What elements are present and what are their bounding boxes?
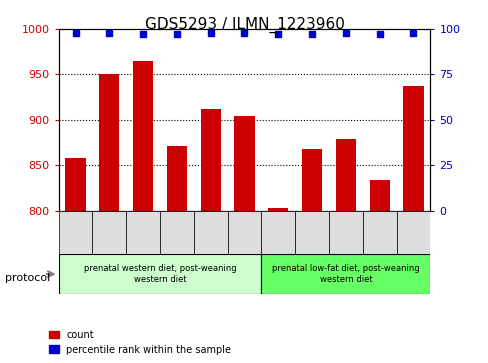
Point [274,32,282,37]
Bar [369,180,389,211]
FancyBboxPatch shape [362,211,396,254]
Point [307,32,315,37]
FancyBboxPatch shape [261,254,429,294]
FancyBboxPatch shape [227,211,261,254]
FancyBboxPatch shape [59,211,92,254]
Point [139,32,147,37]
Bar [99,74,119,211]
Point [341,30,349,36]
Bar [267,208,288,211]
FancyBboxPatch shape [328,211,362,254]
Text: prenatal low-fat diet, post-weaning
western diet: prenatal low-fat diet, post-weaning west… [271,264,419,284]
Legend: count, percentile rank within the sample: count, percentile rank within the sample [49,330,231,355]
FancyBboxPatch shape [126,211,160,254]
Point [173,32,181,37]
Text: GDS5293 / ILMN_1223960: GDS5293 / ILMN_1223960 [144,16,344,33]
Point [206,30,214,36]
Point [240,30,248,36]
Point [105,30,113,36]
FancyBboxPatch shape [59,254,261,294]
Point [408,30,416,36]
Bar [65,158,85,211]
Bar [403,86,423,211]
Bar [200,109,221,211]
Bar [335,139,355,211]
Text: protocol: protocol [5,273,50,283]
Bar [301,149,322,211]
Bar [133,61,153,211]
Text: prenatal western diet, post-weaning
western diet: prenatal western diet, post-weaning west… [83,264,236,284]
FancyBboxPatch shape [193,211,227,254]
FancyBboxPatch shape [396,211,429,254]
FancyBboxPatch shape [261,211,295,254]
Bar [234,116,254,211]
FancyBboxPatch shape [92,211,126,254]
FancyBboxPatch shape [160,211,193,254]
Point [72,30,80,36]
FancyBboxPatch shape [295,211,328,254]
Bar [166,146,187,211]
Point [375,32,383,37]
